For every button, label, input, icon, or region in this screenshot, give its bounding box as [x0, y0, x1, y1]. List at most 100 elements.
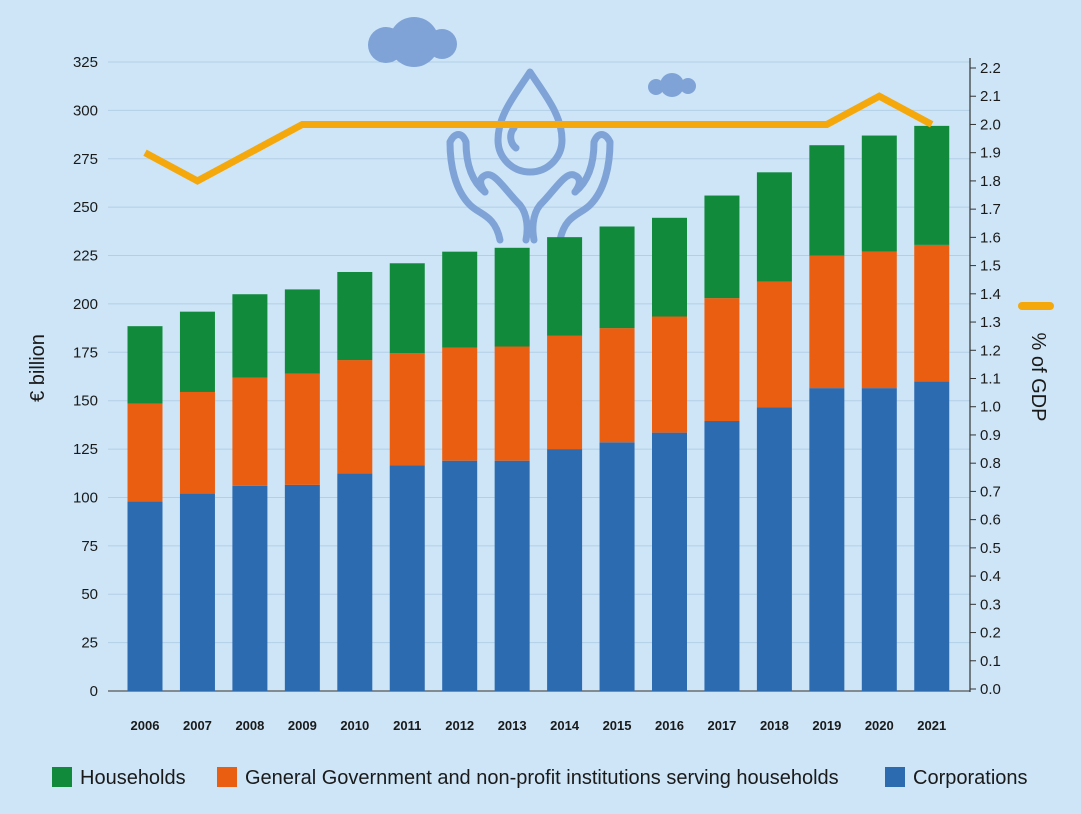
- y2-tick-label: 0.1: [980, 653, 1001, 670]
- bar-households-2011: [389, 263, 425, 354]
- bar-corporations-2011: [389, 465, 425, 691]
- bar-general-2021: [914, 244, 950, 382]
- gdp-share-line: [143, 92, 934, 185]
- x-tick-label: 2021: [917, 718, 946, 733]
- gdp-line: [143, 92, 934, 185]
- illustration: [368, 17, 696, 244]
- bar-general-2015: [599, 328, 635, 443]
- y2-tick-label: 2.1: [980, 88, 1001, 105]
- bar-corporations-2008: [232, 485, 268, 691]
- legend-swatch-2: [885, 767, 905, 787]
- bar-general-2017: [704, 298, 740, 422]
- x-tick-label: 2020: [865, 718, 894, 733]
- y2-axis-title: % of GDP: [1027, 333, 1049, 422]
- bar-corporations-2021: [914, 381, 950, 691]
- legend-label-2: Corporations: [913, 767, 1028, 789]
- bar-households-2013: [494, 247, 530, 347]
- bar-general-2007: [179, 391, 215, 494]
- x-tick-label: 2019: [812, 718, 841, 733]
- legend-swatch-0: [52, 767, 72, 787]
- bar-households-2018: [756, 172, 792, 282]
- y2-tick-label: 1.1: [980, 371, 1001, 388]
- y2-tick-label: 1.7: [980, 201, 1001, 218]
- bar-households-2007: [179, 311, 215, 392]
- y2-tick-label: 0.3: [980, 596, 1001, 613]
- bar-corporations-2006: [127, 501, 163, 691]
- legend: Households General Government and non-pro…: [52, 767, 1028, 789]
- bar-households-2021: [914, 125, 950, 245]
- x-tick-label: 2015: [603, 718, 632, 733]
- x-tick-label: 2009: [288, 718, 317, 733]
- y2-tick-label: 2.2: [980, 60, 1001, 77]
- bar-households-2012: [442, 251, 478, 348]
- bar-corporations-2015: [599, 442, 635, 691]
- x-tick-label: 2014: [550, 718, 580, 733]
- y2-tick-label: 1.6: [980, 229, 1001, 246]
- bar-households-2009: [284, 289, 320, 374]
- bar-corporations-2010: [337, 473, 373, 691]
- bar-general-2020: [861, 251, 897, 389]
- y-tick-label: 175: [73, 344, 98, 361]
- bar-corporations-2017: [704, 421, 740, 691]
- y2-tick-label: 0.0: [980, 681, 1001, 698]
- bar-households-2010: [337, 271, 373, 361]
- y-tick-label: 0: [90, 683, 98, 700]
- y-tick-label: 125: [73, 441, 98, 458]
- bar-general-2009: [284, 373, 320, 485]
- y2-tick-label: 0.8: [980, 455, 1001, 472]
- y2-tick-label: 0.2: [980, 625, 1001, 642]
- y-tick-label: 300: [73, 102, 98, 119]
- y2-tick-label: 0.4: [980, 568, 1001, 585]
- y-tick-label: 150: [73, 393, 98, 410]
- y-tick-label: 225: [73, 248, 98, 265]
- y2-tick-label: 1.3: [980, 314, 1001, 331]
- bar-corporations-2016: [652, 432, 687, 691]
- x-tick-label: 2016: [655, 718, 684, 733]
- bar-corporations-2007: [179, 493, 215, 691]
- y-tick-label: 325: [73, 54, 98, 71]
- y-tick-label: 25: [81, 635, 98, 652]
- bar-general-2014: [547, 335, 583, 450]
- x-tick-label: 2012: [445, 718, 474, 733]
- bar-general-2013: [494, 346, 530, 461]
- bar-general-2019: [809, 255, 845, 389]
- bar-general-2006: [127, 403, 163, 502]
- legend-label-0: Households: [80, 767, 186, 789]
- bar-general-2018: [756, 281, 792, 408]
- y-tick-label: 100: [73, 489, 98, 506]
- bar-households-2015: [599, 226, 635, 329]
- legend-swatch-1: [217, 767, 237, 787]
- bar-households-2008: [232, 294, 268, 378]
- y-tick-label: 275: [73, 151, 98, 168]
- y-tick-label: 50: [81, 586, 98, 603]
- bar-households-2020: [861, 135, 897, 252]
- y2-tick-label: 0.9: [980, 427, 1001, 444]
- bar-general-2012: [442, 347, 478, 461]
- y-tick-label: 250: [73, 199, 98, 216]
- bars: [127, 125, 950, 691]
- water-drop-hands-icon: [446, 68, 614, 244]
- x-tick-label: 2007: [183, 718, 212, 733]
- bar-general-2011: [389, 353, 425, 466]
- x-tick-label: 2013: [498, 718, 527, 733]
- bar-corporations-2014: [547, 449, 583, 691]
- legend-label-1: General Government and non-profit instit…: [245, 767, 839, 789]
- bar-households-2006: [127, 326, 163, 404]
- y2-tick-label: 0.7: [980, 483, 1001, 500]
- y2-tick-label: 1.5: [980, 258, 1001, 275]
- axes: 0 25 50 75 100 125 150 175 200 225 250 275 300 325 0.0…: [73, 54, 1001, 733]
- cloud-small-icon: [648, 73, 696, 97]
- y2-tick-label: 0.5: [980, 540, 1001, 557]
- y-tick-label: 200: [73, 296, 98, 313]
- bar-corporations-2019: [809, 388, 845, 691]
- y2-tick-label: 1.9: [980, 145, 1001, 162]
- bar-corporations-2018: [756, 407, 792, 691]
- y2-tick-label: 2.0: [980, 116, 1001, 133]
- bar-households-2014: [547, 237, 583, 336]
- x-tick-label: 2010: [340, 718, 369, 733]
- bar-corporations-2013: [494, 460, 530, 691]
- bar-general-2016: [652, 316, 687, 433]
- x-tick-label: 2006: [131, 718, 160, 733]
